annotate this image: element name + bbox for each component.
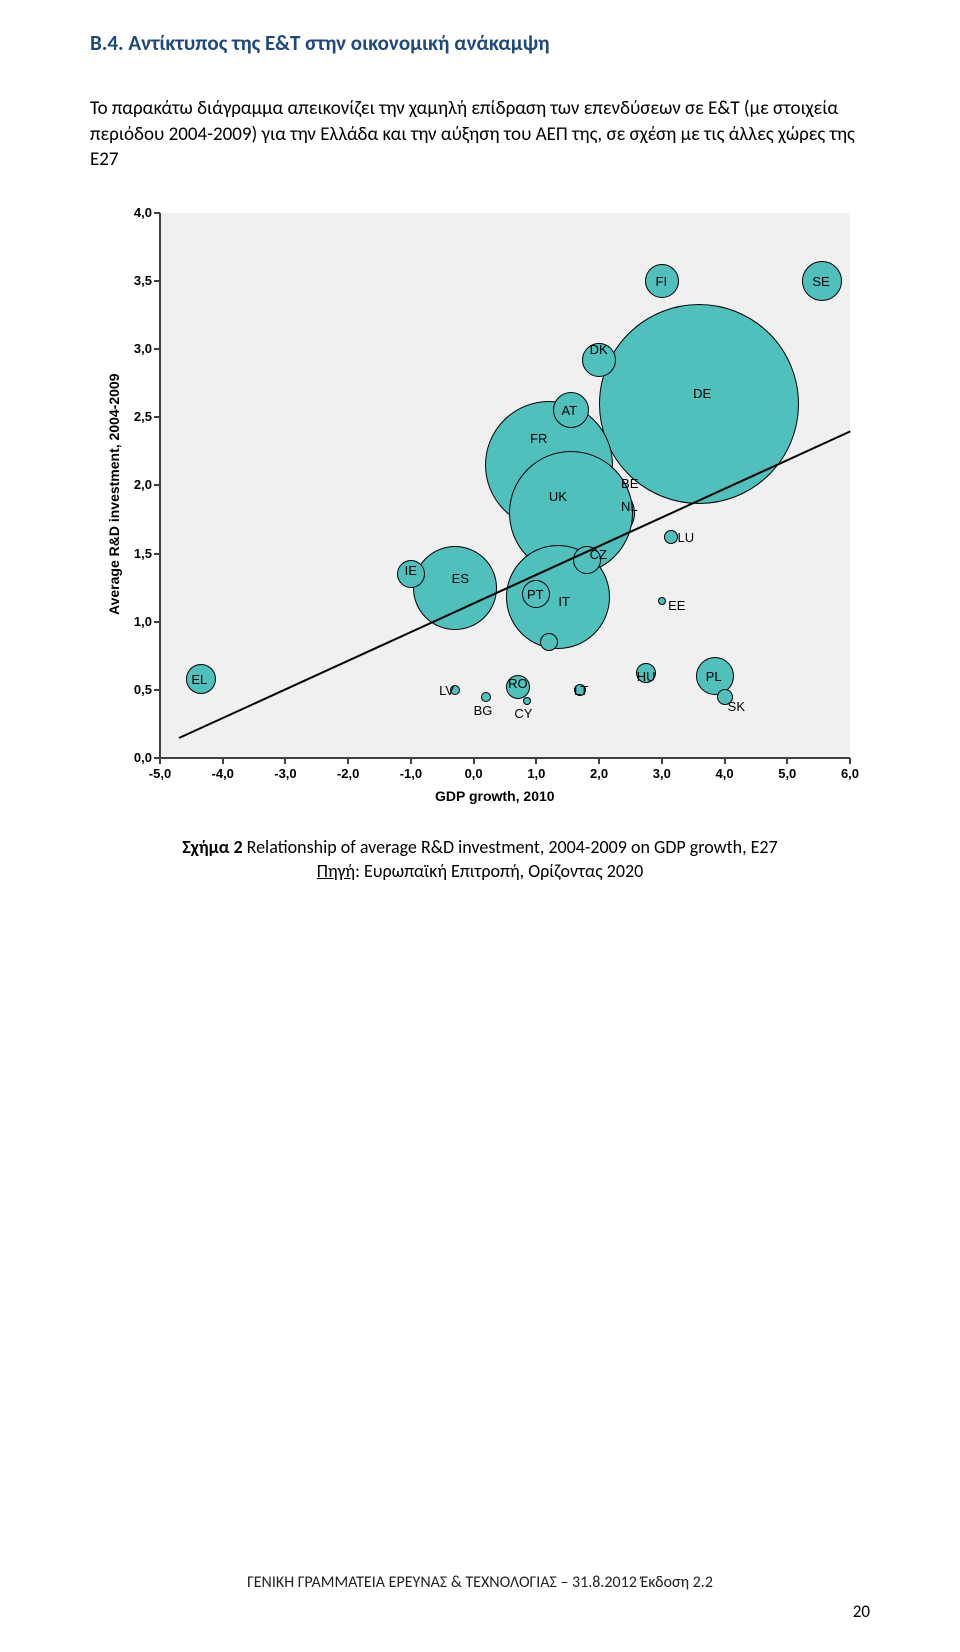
- x-tick-label: 5,0: [767, 766, 807, 781]
- y-tick: [154, 348, 160, 350]
- y-axis-title: Average R&D investment, 2004-2009: [106, 374, 122, 616]
- y-tick: [154, 280, 160, 282]
- x-axis-title: GDP growth, 2010: [435, 788, 555, 804]
- x-tick: [410, 758, 412, 764]
- x-tick: [661, 758, 663, 764]
- x-tick: [347, 758, 349, 764]
- caption-source-label: Πηγή: [317, 860, 355, 882]
- x-tick-label: -2,0: [328, 766, 368, 781]
- y-tick-label: 0,5: [116, 682, 152, 697]
- chart-container: -5,0 -4,0 -3,0 -2,0 -1,0 0,0 1,0 2,0 3,0 4,0 5,0 6,…: [90, 203, 870, 823]
- intro-paragraph: Το παρακάτω διάγραμμα απεικονίζει την χα…: [90, 96, 870, 173]
- y-tick-label: 4,0: [116, 205, 152, 220]
- x-tick: [284, 758, 286, 764]
- x-tick-label: 2,0: [579, 766, 619, 781]
- x-tick-label: 4,0: [705, 766, 745, 781]
- y-tick: [154, 553, 160, 555]
- y-tick: [154, 621, 160, 623]
- y-tick-label: 3,5: [116, 273, 152, 288]
- x-tick-label: 6,0: [830, 766, 870, 781]
- bubble-cy: [523, 697, 531, 705]
- x-tick-label: 0,0: [454, 766, 494, 781]
- y-tick-label: 3,0: [116, 341, 152, 356]
- y-tick: [154, 484, 160, 486]
- x-tick-label: -3,0: [265, 766, 305, 781]
- bubble-ie: [397, 560, 425, 588]
- caption-source-text: : Ευρωπαϊκή Επιτροπή, Ορίζοντας 2020: [355, 860, 643, 882]
- page-number: 20: [853, 1601, 870, 1622]
- y-tick-label: 1,0: [116, 614, 152, 629]
- x-tick: [535, 758, 537, 764]
- bubble-ro: [506, 675, 530, 699]
- x-tick: [724, 758, 726, 764]
- bubble-ee: [658, 597, 666, 605]
- caption-figure-label: Σχήμα 2: [182, 836, 242, 858]
- x-axis-line: [160, 757, 850, 759]
- x-tick-label: 3,0: [642, 766, 682, 781]
- x-tick: [849, 758, 851, 764]
- x-tick: [786, 758, 788, 764]
- bubble-si: [540, 633, 558, 651]
- y-tick: [154, 689, 160, 691]
- caption-text: Relationship of average R&D investment, …: [243, 836, 778, 858]
- bubble-dk: [582, 343, 616, 377]
- section-heading: Β.4. Αντίκτυπος της Ε&Τ στην οικονομική …: [90, 30, 870, 56]
- x-tick: [598, 758, 600, 764]
- y-tick-label: 0,0: [116, 750, 152, 765]
- bubble-bg: [481, 692, 491, 702]
- figure-caption: Σχήμα 2 Relationship of average R&D inve…: [90, 835, 870, 884]
- bubble-de: [599, 304, 799, 504]
- bubble-fi: [645, 264, 679, 298]
- bubble-lt: [574, 684, 586, 696]
- x-tick: [473, 758, 475, 764]
- x-tick-label: -1,0: [391, 766, 431, 781]
- y-tick: [154, 757, 160, 759]
- bubble-sk: [717, 689, 733, 705]
- page-footer: ΓΕΝΙΚΗ ΓΡΑΜΜΑΤΕΙΑ ΕΡΕΥΝΑΣ & ΤΕΧΝΟΛΟΓΙΑΣ …: [0, 1573, 960, 1592]
- x-tick-label: -4,0: [203, 766, 243, 781]
- bubble-lv: [450, 685, 460, 695]
- bubble-chart: -5,0 -4,0 -3,0 -2,0 -1,0 0,0 1,0 2,0 3,0 4,0 5,0 6,…: [90, 203, 870, 823]
- bubble-es: [413, 546, 497, 630]
- y-tick: [154, 416, 160, 418]
- bubble-se: [802, 261, 842, 301]
- x-tick-label: 1,0: [516, 766, 556, 781]
- x-tick-label: -5,0: [140, 766, 180, 781]
- y-tick: [154, 212, 160, 214]
- x-tick: [222, 758, 224, 764]
- bubble-el: [186, 664, 216, 694]
